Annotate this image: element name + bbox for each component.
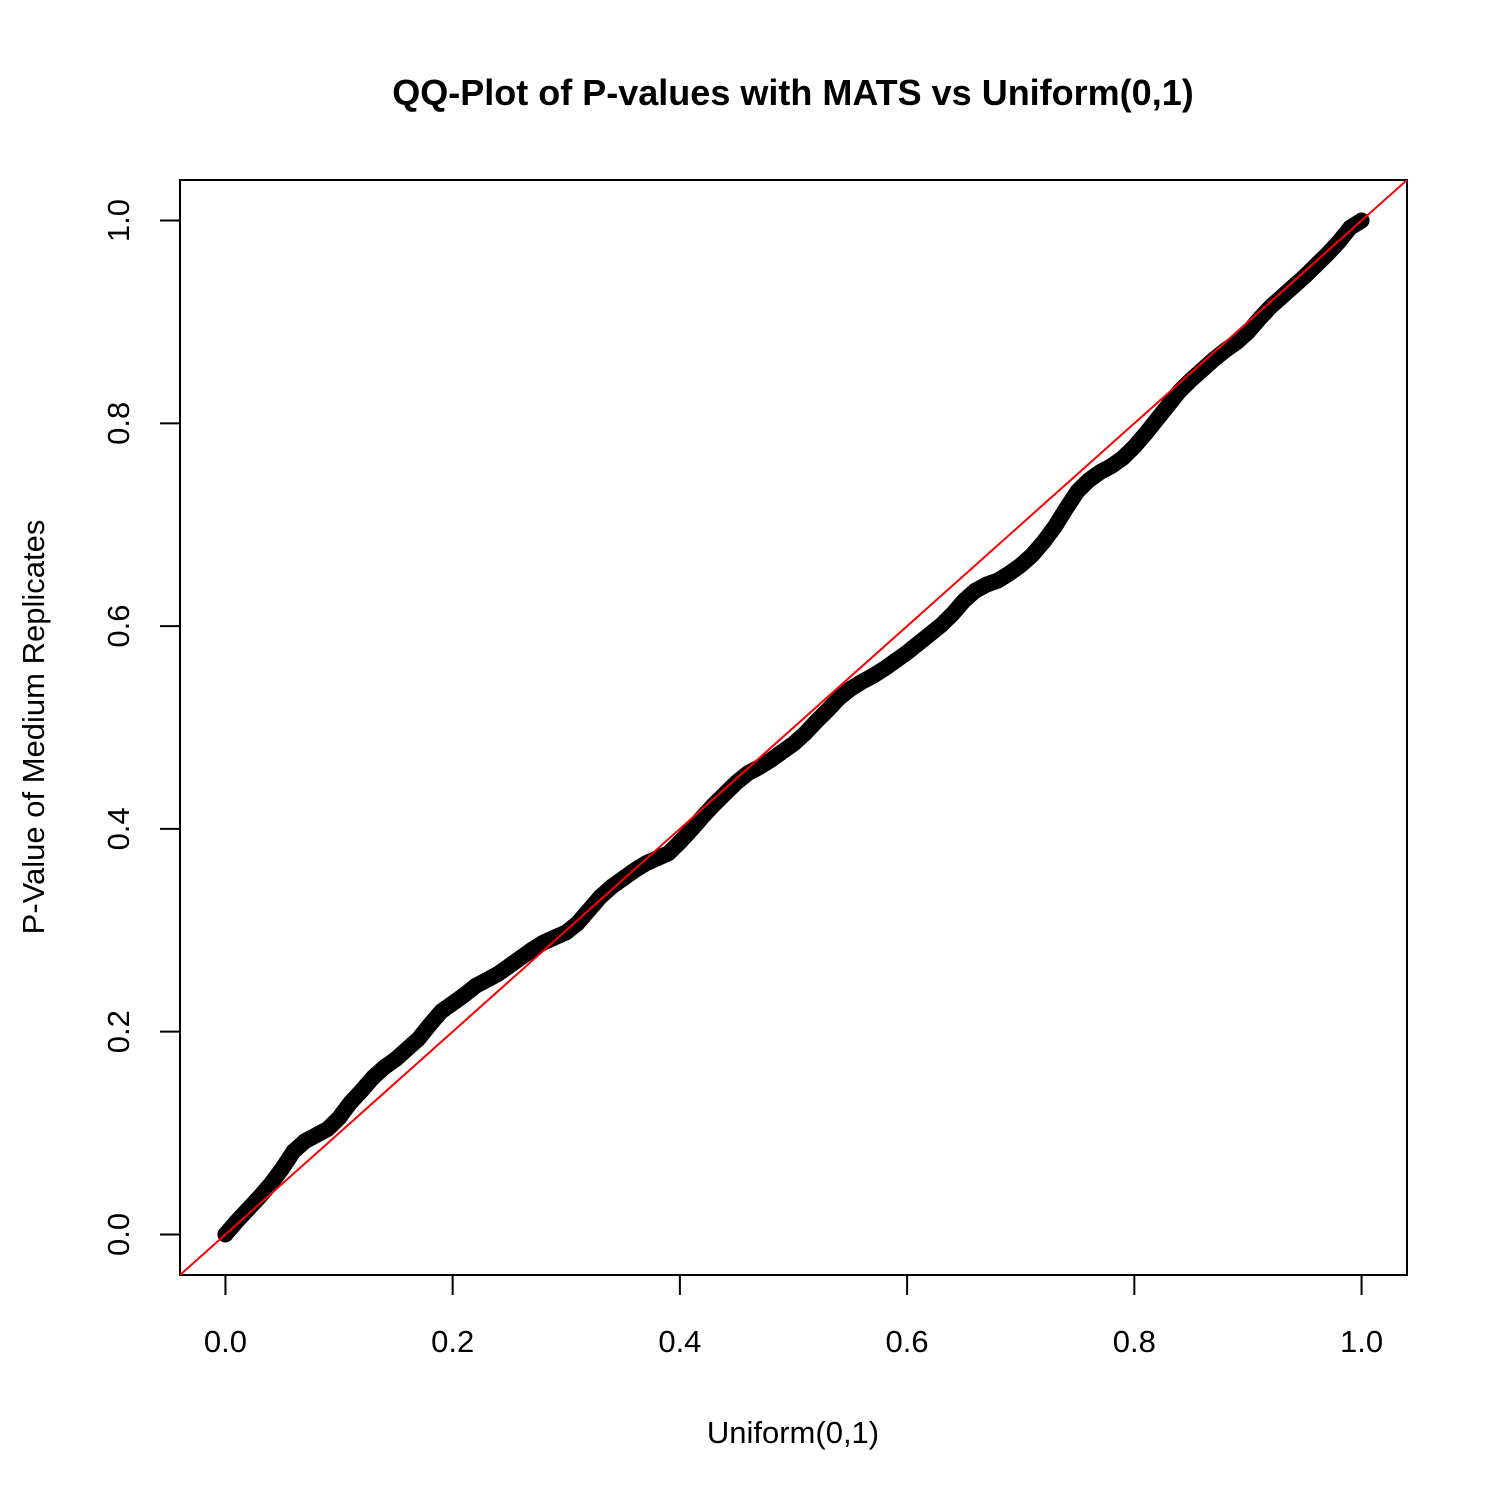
y-tick-label: 0.8 — [101, 402, 136, 445]
y-tick-label: 0.0 — [101, 1213, 136, 1256]
y-tick-label: 1.0 — [101, 199, 136, 242]
y-axis-label: P-Value of Medium Replicates — [16, 520, 51, 935]
y-axis: 0.0 0.2 0.4 0.6 0.8 1.0 — [101, 199, 181, 1256]
y-tick-label: 0.6 — [101, 605, 136, 648]
x-tick-label: 0.6 — [886, 1324, 929, 1359]
x-tick-label: 0.4 — [658, 1324, 701, 1359]
x-tick-label: 0.2 — [431, 1324, 474, 1359]
x-tick-label: 1.0 — [1340, 1324, 1383, 1359]
x-tick-label: 0.0 — [204, 1324, 247, 1359]
x-tick-label: 0.8 — [1113, 1324, 1156, 1359]
chart-title: QQ-Plot of P-values with MATS vs Uniform… — [392, 72, 1193, 113]
data-points — [217, 212, 1370, 1243]
x-axis: 0.0 0.2 0.4 0.6 0.8 1.0 — [204, 1274, 1383, 1359]
reference-line-y-equals-x — [180, 180, 1407, 1275]
y-tick-label: 0.4 — [101, 807, 136, 850]
y-tick-label: 0.2 — [101, 1010, 136, 1053]
x-axis-label: Uniform(0,1) — [707, 1415, 879, 1450]
data-point — [1353, 212, 1370, 229]
